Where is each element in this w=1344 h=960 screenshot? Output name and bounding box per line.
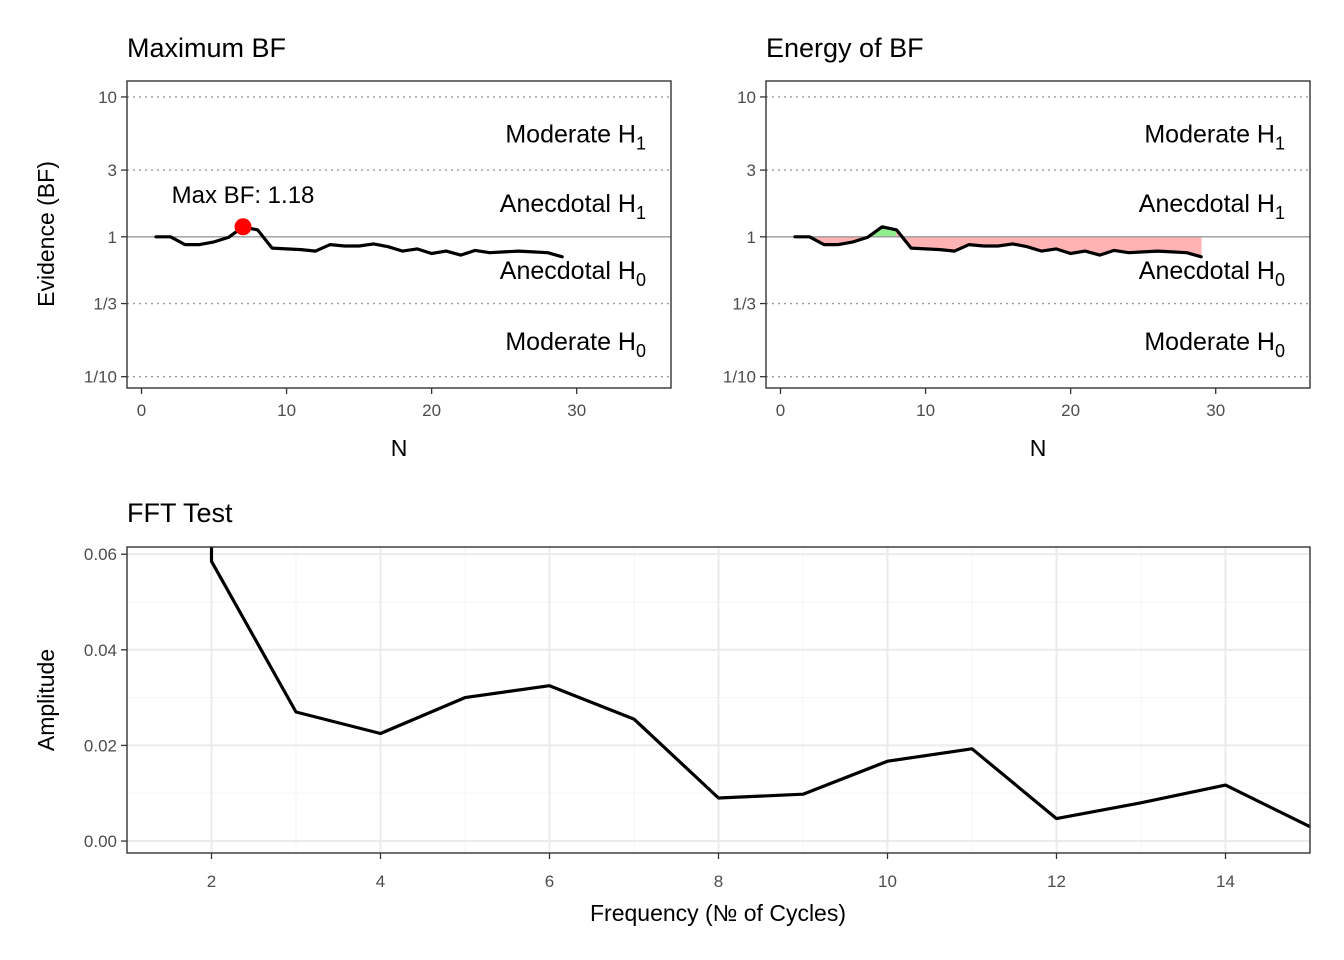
p1-evidence-label-3: Moderate H0: [505, 328, 646, 361]
p2-xtick-label-0: 0: [776, 401, 785, 420]
p2-evidence-label-2: Anecdotal H0: [1139, 257, 1285, 290]
fft-title: FFT Test: [127, 498, 233, 528]
energy-bf-panel: Energy of BF Moderate H1 Anecdotal H1 Anec…: [723, 33, 1311, 461]
fft-ytick-label-3: 0.06: [84, 545, 117, 564]
max-bf-y-ticks: 10 3 1 1/3 1/10: [84, 88, 127, 387]
fft-y-ticks: 0.00 0.02 0.04 0.06: [84, 545, 127, 851]
p1-evidence-label-1: Anecdotal H1: [500, 190, 646, 223]
fft-ytick-label-0: 0.00: [84, 832, 117, 851]
energy-bf-reference-lines: [766, 96, 1310, 378]
p2-ytick-label-0: 10: [737, 88, 756, 107]
p2-evidence-label-sub-3: 0: [1275, 341, 1285, 361]
fft-xtick-label-0: 2: [207, 872, 216, 891]
p2-area-segment-26: [1171, 236, 1187, 254]
fft-panel: FFT Test 0.00 0.02 0.04 0.06 2 4 6 8 10 12 14 Fre…: [33, 498, 1311, 926]
p1-ytick-label-0: 10: [98, 88, 117, 107]
p2-evidence-label-sub-0: 1: [1275, 133, 1285, 153]
p2-evidence-label-3: Moderate H0: [1144, 328, 1285, 361]
fft-xtick-label-5: 12: [1047, 872, 1066, 891]
p2-xtick-label-2: 20: [1061, 401, 1080, 420]
fft-xtick-label-4: 10: [878, 872, 897, 891]
p2-ytick-label-1: 3: [747, 161, 756, 180]
p1-evidence-label-sub-2: 0: [636, 270, 646, 290]
max-bf-reference-lines: [127, 96, 671, 378]
p2-evidence-label-1: Anecdotal H1: [1139, 190, 1285, 223]
p1-ytick-label-1: 3: [108, 161, 117, 180]
max-bf-x-ticks: 0 10 20 30: [137, 388, 586, 420]
p1-ytick-label-4: 1/10: [84, 368, 117, 387]
p1-evidence-label-sub-1: 1: [636, 203, 646, 223]
energy-bf-title: Energy of BF: [766, 33, 924, 63]
p1-xtick-label-0: 0: [137, 401, 146, 420]
fft-xtick-label-2: 6: [545, 872, 554, 891]
energy-bf-y-ticks: 10 3 1 1/3 1/10: [723, 88, 766, 387]
p1-xtick-label-1: 10: [277, 401, 296, 420]
energy-bf-evidence-labels: Moderate H1 Anecdotal H1 Anecdotal H0 Moder…: [1139, 120, 1285, 361]
fft-series-line: [209, 547, 1311, 829]
p2-evidence-label-sub-2: 0: [1275, 270, 1285, 290]
p1-ytick-label-3: 1/3: [93, 295, 117, 314]
energy-bf-x-axis-label: N: [1030, 435, 1047, 461]
max-bf-panel: Maximum BF Moderate H1 Anecdotal H1 Anecdo…: [33, 33, 672, 461]
p2-evidence-label-0: Moderate H1: [1144, 120, 1285, 153]
energy-bf-panel-border: [765, 80, 1311, 389]
energy-bf-series-line: [793, 225, 1203, 259]
fft-y-axis-label: Amplitude: [33, 649, 59, 751]
p1-evidence-label-0: Moderate H1: [505, 120, 646, 153]
energy-bf-x-ticks: 0 10 20 30: [776, 388, 1225, 420]
fft-ytick-label-2: 0.04: [84, 641, 117, 660]
max-bf-plot-background: [127, 81, 671, 388]
fft-ytick-label-1: 0.02: [84, 736, 117, 755]
fft-xtick-label-1: 4: [376, 872, 385, 891]
max-bf-panel-border: [126, 80, 672, 389]
fft-xtick-label-3: 8: [714, 872, 723, 891]
max-bf-title: Maximum BF: [127, 33, 286, 63]
p1-evidence-label-2: Anecdotal H0: [500, 257, 646, 290]
p2-evidence-label-sub-1: 1: [1275, 203, 1285, 223]
p2-xtick-label-3: 30: [1206, 401, 1225, 420]
p2-ytick-label-4: 1/10: [723, 368, 756, 387]
fft-x-axis-label: Frequency (№ of Cycles): [590, 900, 846, 926]
max-bf-evidence-labels: Moderate H1 Anecdotal H1 Anecdotal H0 Moder…: [500, 120, 646, 361]
max-bf-annotation: Max BF: 1.18: [172, 182, 315, 209]
p1-xtick-label-2: 20: [422, 401, 441, 420]
p2-ytick-label-3: 1/3: [732, 295, 756, 314]
p2-area-segment-23: [1128, 236, 1144, 254]
fft-x-ticks: 2 4 6 8 10 12 14: [207, 853, 1235, 891]
max-bf-point: [234, 218, 252, 236]
p2-ytick-label-2: 1: [747, 228, 756, 247]
p1-ytick-label-2: 1: [108, 228, 117, 247]
fft-xtick-label-6: 14: [1216, 872, 1235, 891]
p1-xtick-label-3: 30: [567, 401, 586, 420]
max-bf-series-line: [154, 225, 564, 259]
max-bf-y-axis-label: Evidence (BF): [33, 161, 59, 307]
p1-evidence-label-sub-3: 0: [636, 341, 646, 361]
max-bf-x-axis-label: N: [391, 435, 408, 461]
energy-bf-plot-background: [766, 81, 1310, 388]
p1-evidence-label-sub-0: 1: [636, 133, 646, 153]
p2-xtick-label-1: 10: [916, 401, 935, 420]
